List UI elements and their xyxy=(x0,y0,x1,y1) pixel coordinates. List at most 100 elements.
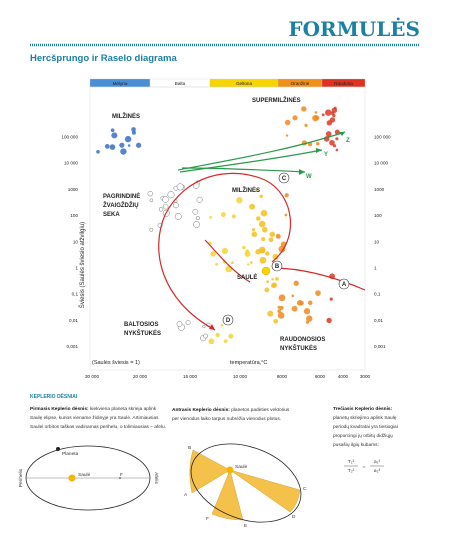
line: Saulei orbitos taškas vadinamas perihelu… xyxy=(30,424,166,430)
star xyxy=(209,216,212,219)
circle xyxy=(338,278,350,290)
star xyxy=(275,277,279,281)
star xyxy=(291,294,295,298)
tracks xyxy=(158,131,366,331)
star xyxy=(96,149,100,154)
star xyxy=(278,245,286,253)
formula: T₁² T₂² = a₁³ a₂³ xyxy=(344,459,384,474)
star xyxy=(271,282,277,289)
circle xyxy=(278,172,290,184)
numerator: T₁² xyxy=(348,459,355,465)
star xyxy=(278,294,286,302)
star xyxy=(264,287,270,293)
x-tick-label: 30 000 xyxy=(85,374,99,379)
law-title: Antrasis Keplerio dėsnis: xyxy=(172,407,230,413)
star xyxy=(332,113,336,118)
label: Saulė xyxy=(235,464,248,470)
y-tick-label: 0,01 xyxy=(374,318,383,323)
star xyxy=(230,261,234,265)
sun xyxy=(226,466,234,474)
line: periodų kvadratai yra tiesiogiai xyxy=(333,424,398,430)
label: MILŽINĖS xyxy=(232,186,260,194)
star xyxy=(329,297,333,301)
green-track xyxy=(181,167,306,173)
area xyxy=(189,449,231,494)
star xyxy=(334,129,340,135)
star xyxy=(249,261,253,264)
star xyxy=(326,317,332,324)
star xyxy=(246,263,250,266)
star xyxy=(195,216,200,221)
plot-frame xyxy=(89,86,366,371)
track-letter: B xyxy=(275,264,280,270)
star xyxy=(259,194,263,199)
star xyxy=(104,144,110,149)
star xyxy=(162,203,169,210)
star xyxy=(172,202,179,209)
red-track xyxy=(204,239,251,283)
line: kiekviena planeta skrieja aplink xyxy=(90,406,157,412)
denominator: a₂³ xyxy=(374,468,381,474)
star xyxy=(255,189,259,192)
star xyxy=(120,148,127,155)
x-tick-label: 8000 xyxy=(277,374,288,379)
star xyxy=(196,196,203,203)
y-tick-label: 0,001 xyxy=(374,344,386,349)
star xyxy=(109,144,116,150)
star xyxy=(291,305,298,312)
figure-areas: Saulė A B C D E F xyxy=(184,443,307,529)
y-axis-title: Šviesis (Saulės šviesio atžvilgiu) xyxy=(79,222,86,308)
star xyxy=(208,338,215,345)
star xyxy=(176,321,183,327)
paragraph: Antrasis Keplerio dėsnis: planetos padėt… xyxy=(172,407,290,413)
star xyxy=(308,300,313,306)
arrow xyxy=(209,324,215,330)
y-tick-label: 100 000 xyxy=(374,135,391,140)
star xyxy=(299,300,304,306)
star xyxy=(220,212,226,218)
star xyxy=(256,216,261,221)
star xyxy=(335,148,339,152)
y-tick-label: 100 xyxy=(374,213,382,218)
star xyxy=(265,251,270,256)
color-bands: Mėlyna Balta Geltona Oranžinė Raudona xyxy=(89,78,366,88)
star xyxy=(285,134,289,137)
star xyxy=(131,127,136,132)
star xyxy=(335,137,339,141)
label: BALTOSIOS xyxy=(124,322,158,328)
star xyxy=(275,233,281,239)
label: F xyxy=(206,516,209,522)
star xyxy=(301,106,307,112)
letter-circles xyxy=(222,172,350,326)
equals: = xyxy=(363,465,366,470)
track-letter: D xyxy=(226,318,231,324)
x-tick-label: 10 000 xyxy=(233,374,247,379)
star xyxy=(277,309,282,313)
x-tick-label: 3000 xyxy=(360,374,371,379)
star xyxy=(236,196,243,204)
page-title: Hercšprungo ir Raselo diagrama xyxy=(30,53,177,64)
stars xyxy=(96,106,340,345)
star xyxy=(269,231,276,238)
star xyxy=(147,190,153,197)
star xyxy=(314,111,318,114)
star xyxy=(273,318,278,324)
star xyxy=(242,245,246,250)
band-label: Geltona xyxy=(236,81,253,86)
line: per vienodus laiko tarpus nubrėžia vieno… xyxy=(172,416,281,422)
star xyxy=(221,247,229,255)
label: NYKŠTUKĖS xyxy=(124,329,161,337)
star xyxy=(306,315,313,322)
label: SUPERMILŽINĖS xyxy=(252,96,301,104)
star xyxy=(314,115,320,121)
star xyxy=(228,333,234,339)
green-track xyxy=(177,131,346,171)
star xyxy=(158,207,164,212)
star xyxy=(293,280,299,286)
y-tick-label: 1 xyxy=(374,266,377,271)
star xyxy=(284,213,288,217)
star xyxy=(261,237,266,242)
star xyxy=(331,107,338,114)
circle xyxy=(222,314,234,326)
